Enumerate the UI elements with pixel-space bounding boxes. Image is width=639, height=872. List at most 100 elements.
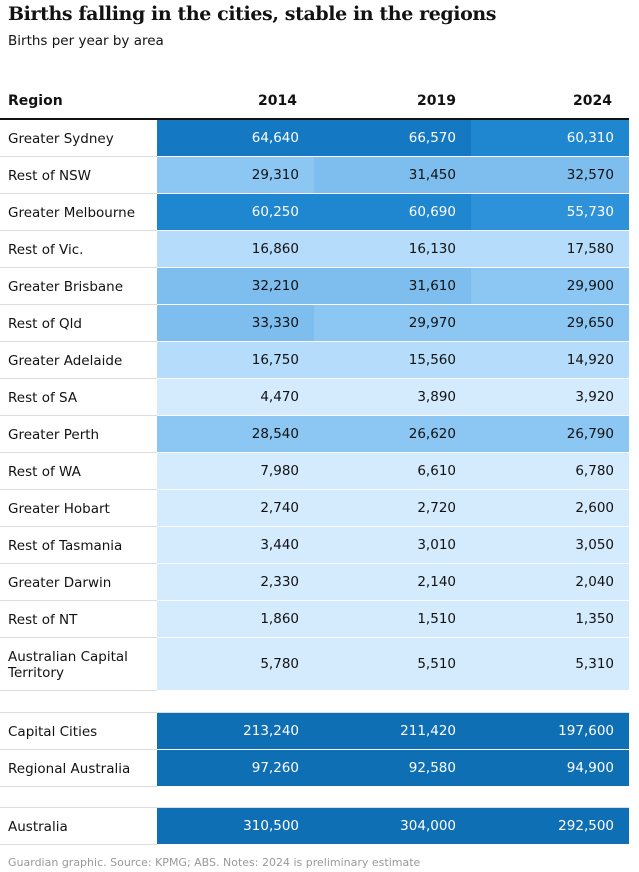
value-label: 92,580	[408, 760, 456, 776]
region-label-regional-australia: Regional Australia	[8, 761, 131, 777]
value-cell-capital-cities-2019: 211,420	[314, 713, 471, 749]
value-label: 32,210	[251, 278, 299, 294]
value-label: 6,780	[575, 463, 614, 479]
table-row: Greater Melbourne 60,250 60,690 55,730	[0, 194, 629, 231]
value-label: 29,310	[251, 167, 299, 183]
table-row: Rest of NSW 29,310 31,450 32,570	[0, 157, 629, 194]
row-divider	[0, 749, 157, 750]
value-cell-australian-capital-territory-2019: 5,510	[314, 638, 471, 690]
value-cell-capital-cities-2014: 213,240	[157, 713, 314, 749]
value-label: 29,900	[566, 278, 614, 294]
value-label: 60,690	[408, 204, 456, 220]
value-label: 29,650	[566, 315, 614, 331]
region-label-greater-melbourne: Greater Melbourne	[8, 205, 135, 221]
column-header-region: Region	[8, 93, 63, 109]
value-label: 304,000	[400, 818, 456, 834]
region-label-rest-of-nt: Rest of NT	[8, 612, 78, 628]
region-label-rest-of-tasmania: Rest of Tasmania	[8, 538, 123, 554]
table-row: Australia 310,500 304,000 292,500	[0, 808, 629, 845]
region-label-rest-of-sa: Rest of SA	[8, 390, 78, 406]
column-header-2024: 2024	[573, 93, 612, 109]
table-row: Greater Darwin 2,330 2,140 2,040	[0, 564, 629, 601]
table-row: Rest of Vic. 16,860 16,130 17,580	[0, 231, 629, 268]
value-cell-australian-capital-territory-2014: 5,780	[157, 638, 314, 690]
value-cell-greater-hobart-2019: 2,720	[314, 490, 471, 526]
region-label-rest-of-vic: Rest of Vic.	[8, 242, 84, 258]
value-label: 66,570	[408, 130, 456, 146]
row-divider	[0, 600, 157, 601]
value-cell-australian-capital-territory-2024: 5,310	[471, 638, 629, 690]
region-label-greater-darwin: Greater Darwin	[8, 575, 112, 591]
value-label: 32,570	[566, 167, 614, 183]
value-cell-greater-perth-2014: 28,540	[157, 416, 314, 452]
value-label: 213,240	[243, 723, 299, 739]
value-label: 2,600	[575, 500, 614, 516]
value-cell-greater-perth-2024: 26,790	[471, 416, 629, 452]
group-divider	[0, 807, 629, 808]
value-label: 3,050	[575, 537, 614, 553]
value-cell-greater-brisbane-2014: 32,210	[157, 268, 314, 304]
value-cell-rest-of-sa-2024: 3,920	[471, 379, 629, 415]
value-label: 292,500	[558, 818, 614, 834]
value-cell-rest-of-qld-2019: 29,970	[314, 305, 471, 341]
value-label: 14,920	[566, 352, 614, 368]
region-label-greater-brisbane: Greater Brisbane	[8, 279, 124, 295]
value-cell-rest-of-nt-2024: 1,350	[471, 601, 629, 637]
row-divider	[0, 786, 157, 787]
value-cell-rest-of-nt-2014: 1,860	[157, 601, 314, 637]
value-cell-greater-darwin-2014: 2,330	[157, 564, 314, 600]
value-cell-rest-of-sa-2014: 4,470	[157, 379, 314, 415]
row-divider	[0, 378, 157, 379]
row-divider	[0, 844, 157, 845]
value-cell-greater-darwin-2024: 2,040	[471, 564, 629, 600]
row-divider	[0, 341, 157, 342]
column-header-2019: 2019	[417, 93, 456, 109]
value-label: 17,580	[566, 241, 614, 257]
value-cell-rest-of-wa-2019: 6,610	[314, 453, 471, 489]
value-cell-greater-melbourne-2024: 55,730	[471, 194, 629, 230]
row-divider	[0, 267, 157, 268]
value-cell-australia-2024: 292,500	[471, 808, 629, 844]
region-label-greater-sydney: Greater Sydney	[8, 131, 114, 147]
table-row: Greater Sydney 64,640 66,570 60,310	[0, 120, 629, 157]
value-label: 310,500	[243, 818, 299, 834]
value-label: 2,330	[260, 574, 299, 590]
value-cell-rest-of-nsw-2024: 32,570	[471, 157, 629, 193]
value-label: 5,510	[417, 656, 456, 672]
row-divider	[0, 690, 157, 691]
value-cell-rest-of-wa-2024: 6,780	[471, 453, 629, 489]
value-cell-greater-perth-2019: 26,620	[314, 416, 471, 452]
value-cell-rest-of-qld-2014: 33,330	[157, 305, 314, 341]
value-label: 31,610	[408, 278, 456, 294]
value-cell-greater-adelaide-2024: 14,920	[471, 342, 629, 378]
table-row: Regional Australia 97,260 92,580 94,900	[0, 750, 629, 787]
value-cell-rest-of-wa-2014: 7,980	[157, 453, 314, 489]
value-cell-greater-hobart-2014: 2,740	[157, 490, 314, 526]
table-row: Rest of SA 4,470 3,890 3,920	[0, 379, 629, 416]
value-cell-greater-melbourne-2014: 60,250	[157, 194, 314, 230]
table-row: Australian Capital Territory 5,780 5,510 5,…	[0, 638, 629, 691]
row-divider	[0, 489, 157, 490]
value-label: 211,420	[400, 723, 456, 739]
value-label: 3,890	[417, 389, 456, 405]
value-label: 5,780	[260, 656, 299, 672]
region-label-australia: Australia	[8, 819, 68, 835]
value-cell-rest-of-vic-2024: 17,580	[471, 231, 629, 267]
value-label: 60,250	[251, 204, 299, 220]
table-row: Greater Brisbane 32,210 31,610 29,900	[0, 268, 629, 305]
value-cell-rest-of-tasmania-2014: 3,440	[157, 527, 314, 563]
header-rule	[0, 118, 629, 120]
value-label: 29,970	[408, 315, 456, 331]
table-row: Rest of NT 1,860 1,510 1,350	[0, 601, 629, 638]
value-label: 2,140	[417, 574, 456, 590]
value-label: 16,860	[251, 241, 299, 257]
value-label: 4,470	[260, 389, 299, 405]
region-label-rest-of-wa: Rest of WA	[8, 464, 81, 480]
table-row: Rest of Qld 33,330 29,970 29,650	[0, 305, 629, 342]
region-label-rest-of-nsw: Rest of NSW	[8, 168, 92, 184]
table-row: Greater Perth 28,540 26,620 26,790	[0, 416, 629, 453]
value-label: 28,540	[251, 426, 299, 442]
table-row: Greater Hobart 2,740 2,720 2,600	[0, 490, 629, 527]
value-cell-regional-australia-2019: 92,580	[314, 750, 471, 786]
region-label-greater-adelaide: Greater Adelaide	[8, 353, 123, 369]
